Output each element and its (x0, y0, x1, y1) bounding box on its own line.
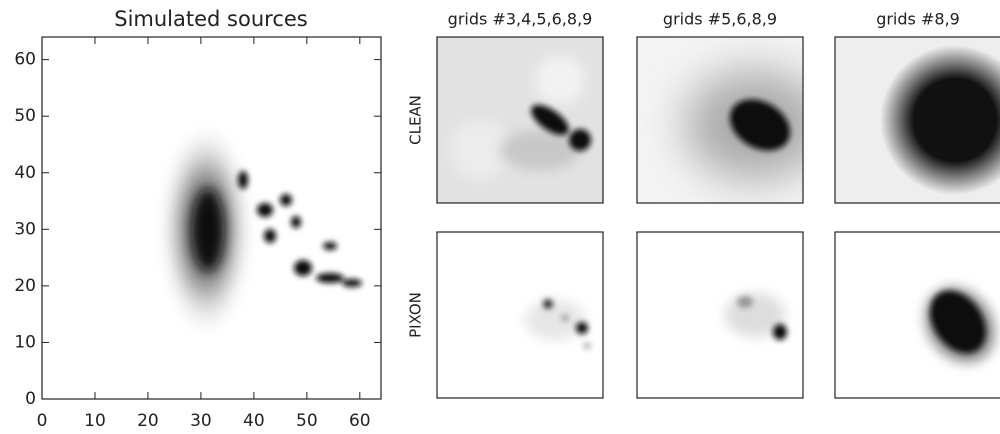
y-tick-label: 50 (14, 106, 36, 126)
x-tick-label: 0 (37, 411, 48, 431)
x-tick-label: 20 (137, 411, 159, 431)
y-tick-label: 0 (25, 389, 36, 409)
source-image (158, 120, 362, 340)
row-label: PIXON (407, 292, 425, 338)
y-tick-label: 10 (14, 332, 36, 352)
chart-title: Simulated sources (114, 7, 307, 31)
y-tick-label: 40 (14, 163, 36, 183)
clean-panel-2 (637, 37, 825, 203)
x-tick-label: 50 (296, 411, 318, 431)
clean-panel-1 (437, 37, 603, 203)
figure: Simulated sources 0 10 20 30 40 50 60 0 10 20 30 40… (0, 0, 1000, 434)
x-tick-label: 10 (84, 411, 106, 431)
y-tick-label: 60 (14, 50, 36, 70)
column-title: grids #5,6,8,9 (663, 10, 777, 29)
x-tick-label: 60 (349, 411, 371, 431)
row-label: CLEAN (407, 95, 425, 145)
x-tick-label: 40 (243, 411, 265, 431)
column-title: grids #3,4,5,6,8,9 (448, 10, 593, 29)
clean-panel-3 (835, 37, 1000, 203)
pixon-panel-2 (637, 232, 803, 398)
x-tick-label: 30 (190, 411, 212, 431)
pixon-panel-1 (437, 232, 603, 398)
column-title: grids #8,9 (876, 10, 960, 29)
y-tick-label: 20 (14, 276, 36, 296)
y-tick-label: 30 (14, 219, 36, 239)
pixon-panel-3 (835, 232, 1000, 398)
